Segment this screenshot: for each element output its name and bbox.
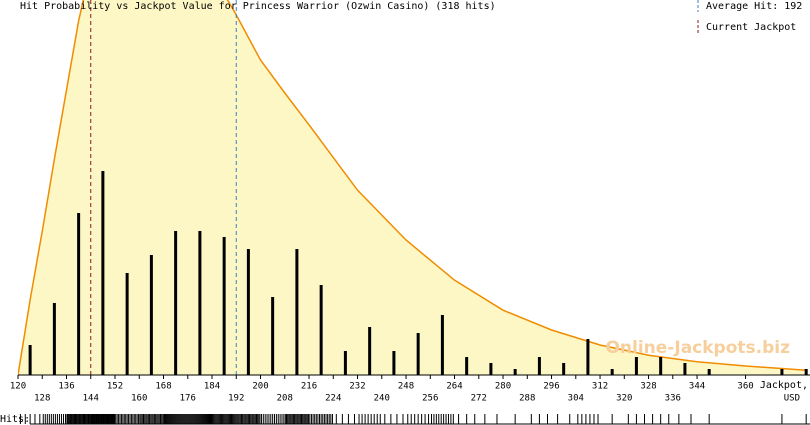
legend-current: Current Jackpot (706, 22, 796, 33)
x-tick-label: 264 (446, 382, 462, 392)
bar (586, 339, 590, 375)
bar (489, 363, 493, 375)
bar (295, 249, 299, 375)
bar (659, 357, 663, 375)
bar (416, 333, 420, 375)
x-tick-label: 248 (398, 382, 414, 392)
watermark: Online-Jackpots.biz (605, 338, 790, 358)
bar (28, 345, 32, 375)
x-tick-label: 272 (471, 394, 487, 404)
chart-title: Hit Probability vs Jackpot Value for Pri… (20, 1, 496, 12)
x-tick-label: 296 (543, 382, 559, 392)
bar (343, 351, 347, 375)
x-axis-label: USD (784, 394, 800, 404)
x-tick-label: 176 (180, 394, 196, 404)
bar (634, 357, 638, 375)
x-tick-label: 360 (737, 382, 753, 392)
x-tick-label: 256 (422, 394, 438, 404)
bar (52, 303, 56, 375)
bar (222, 237, 226, 375)
x-tick-label: 120 (10, 382, 26, 392)
x-tick-label: 184 (204, 382, 220, 392)
bar (101, 171, 105, 375)
x-tick-label: 144 (83, 394, 99, 404)
x-axis-label: Jackpot, (760, 380, 808, 391)
bar (246, 249, 250, 375)
bar (683, 363, 687, 375)
x-tick-label: 208 (277, 394, 293, 404)
bar (465, 357, 469, 375)
bar (562, 363, 566, 375)
bar (198, 231, 202, 375)
x-tick-label: 304 (568, 394, 584, 404)
x-tick-label: 128 (34, 394, 50, 404)
bar (319, 285, 323, 375)
x-tick-label: 152 (107, 382, 123, 392)
bar (392, 351, 396, 375)
x-tick-label: 336 (665, 394, 681, 404)
legend-average: Average Hit: 192 (706, 1, 802, 12)
x-tick-label: 160 (131, 394, 147, 404)
bar (440, 315, 444, 375)
bar (125, 273, 129, 375)
bar (804, 369, 808, 375)
x-tick-label: 320 (616, 394, 632, 404)
bar (707, 369, 711, 375)
x-tick-label: 200 (252, 382, 268, 392)
x-tick-label: 232 (349, 382, 365, 392)
x-tick-label: 312 (592, 382, 608, 392)
x-tick-label: 280 (495, 382, 511, 392)
x-tick-label: 192 (228, 394, 244, 404)
x-tick-label: 168 (155, 382, 171, 392)
bar (149, 255, 153, 375)
x-tick-label: 288 (519, 394, 535, 404)
bar (780, 369, 784, 375)
x-tick-label: 328 (640, 382, 656, 392)
bar (271, 297, 275, 375)
bar (77, 213, 81, 375)
bar (610, 369, 614, 375)
bar (174, 231, 178, 375)
x-tick-label: 136 (58, 382, 74, 392)
x-tick-label: 240 (374, 394, 390, 404)
plot-area (18, 0, 808, 375)
x-tick-label: 224 (325, 394, 341, 404)
bar (537, 357, 541, 375)
rug-label: Hits: (0, 414, 30, 425)
curve-area (18, 0, 807, 375)
bar (368, 327, 372, 375)
bar (513, 369, 517, 375)
curve-line (18, 0, 807, 375)
legend (697, 0, 810, 36)
x-tick-label: 344 (689, 382, 705, 392)
x-tick-label: 216 (301, 382, 317, 392)
